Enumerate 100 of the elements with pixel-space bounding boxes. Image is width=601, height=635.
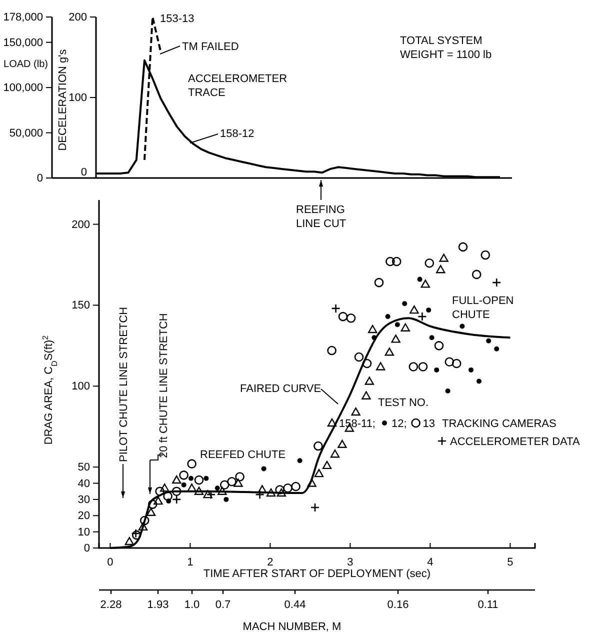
point (418, 362, 428, 372)
point (275, 485, 284, 494)
point (476, 378, 482, 384)
point (172, 494, 182, 504)
point (468, 367, 474, 372)
point (436, 265, 446, 274)
y-tick-label: 178,000 (3, 12, 43, 24)
point (235, 472, 244, 482)
point (364, 376, 374, 385)
text: 1.0 (184, 599, 200, 611)
point (362, 358, 372, 368)
point (354, 352, 364, 362)
point (338, 440, 347, 448)
y-tick-label: 100,000 (3, 82, 43, 94)
point (444, 357, 454, 367)
point (394, 322, 400, 328)
annotation: ACCELEROMETER TRACE (188, 73, 288, 99)
point (224, 496, 229, 502)
point (460, 324, 465, 329)
text: 0.16 (387, 599, 409, 611)
point (330, 450, 340, 458)
point (439, 254, 448, 262)
legend-title: TEST NO. (378, 397, 429, 409)
point (331, 304, 340, 314)
point (384, 348, 394, 356)
x-tick-label: 3 (347, 556, 354, 568)
x-tick-label: 0 (107, 556, 114, 568)
point (368, 324, 378, 334)
point (297, 458, 302, 464)
point (372, 335, 377, 340)
y-axis-title: LOAD (lb) (4, 59, 48, 70)
point (486, 338, 492, 344)
point (434, 367, 440, 372)
point (494, 346, 500, 352)
point (179, 470, 188, 480)
annotation: PILOT CHUTE LINE STRETCH (118, 306, 130, 462)
y-tick-label: 0 (36, 172, 43, 185)
point (392, 256, 402, 266)
point (188, 476, 194, 481)
point (386, 256, 395, 266)
point (283, 483, 292, 493)
point (492, 278, 502, 288)
y-tick-label: 200 (72, 218, 90, 231)
y-tick-label: 20 (78, 510, 90, 522)
point (138, 522, 148, 531)
point (146, 508, 156, 516)
point (163, 492, 172, 501)
point (351, 407, 360, 416)
point (140, 516, 150, 526)
annotation: 20 ft CHUTE LINE STRETCH (158, 313, 170, 458)
point (291, 482, 300, 492)
point (434, 341, 444, 350)
x-tick-label: 4 (427, 556, 434, 568)
point (172, 486, 182, 496)
point (458, 242, 468, 252)
point (385, 314, 390, 320)
point (417, 276, 422, 282)
y-tick-label: 10 (78, 526, 90, 538)
point (187, 459, 196, 468)
point (194, 475, 204, 485)
point (220, 480, 230, 490)
point (314, 441, 323, 451)
point (402, 301, 408, 306)
point (155, 486, 164, 496)
point (420, 280, 430, 288)
legend-label: 158-12 (220, 128, 254, 140)
annotation: REEFED CHUTE (200, 449, 286, 461)
y-tick-label: 150,000 (3, 36, 43, 49)
point (445, 388, 450, 394)
point (227, 476, 236, 486)
point (327, 346, 336, 356)
annotation: FAIRED CURVE (240, 383, 322, 395)
series-label: 153-13 (160, 13, 194, 25)
point (452, 358, 462, 368)
point (472, 270, 482, 280)
point (426, 308, 432, 313)
point (429, 335, 434, 340)
point (314, 468, 324, 478)
point (424, 258, 434, 268)
point (203, 490, 212, 498)
x-tick-label: 1 (187, 556, 194, 568)
point (408, 362, 418, 372)
point (194, 486, 204, 495)
point (307, 478, 316, 487)
point (376, 362, 386, 370)
text: 0.44 (284, 599, 306, 611)
point (362, 391, 371, 400)
point (346, 314, 356, 323)
point (410, 305, 419, 314)
text: MACH NUMBER, M (242, 621, 342, 633)
annotation: TM FAILED (182, 41, 239, 53)
point (218, 486, 227, 495)
x-tick-label: 5 (507, 556, 514, 568)
point (258, 485, 267, 494)
point (214, 486, 220, 491)
point (276, 488, 286, 497)
point (391, 334, 400, 343)
point (154, 496, 163, 505)
point (148, 500, 158, 509)
point (310, 502, 320, 512)
